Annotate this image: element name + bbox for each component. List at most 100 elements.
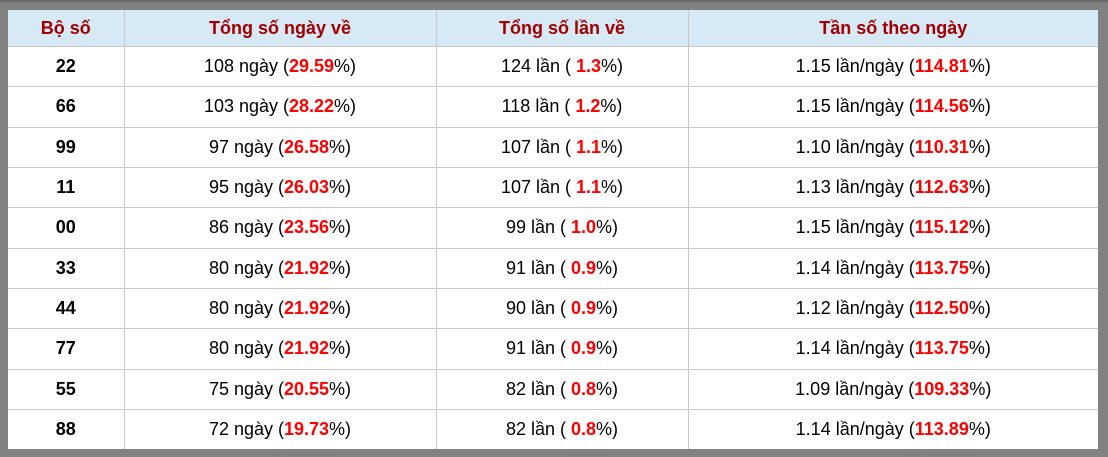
cell-text: 1.14 lần/ngày ( xyxy=(795,338,915,359)
cell-frequency: 1.15 lần/ngày (115.12%) xyxy=(687,207,1098,249)
cell-text: 22 xyxy=(55,56,76,77)
cell-days: 108 ngày (29.59%) xyxy=(123,45,437,88)
percent-value: 113.89 xyxy=(914,418,969,439)
cell-text: %) xyxy=(329,298,352,319)
cell-text: 1.09 lần/ngày ( xyxy=(795,378,915,399)
percent-value: 21.92 xyxy=(284,257,330,278)
cell-text: 1.12 lần/ngày ( xyxy=(795,298,915,319)
percent-value: 112.63 xyxy=(914,177,969,198)
column-header-frequency: Tần số theo ngày xyxy=(687,10,1098,47)
cell-text: %) xyxy=(968,338,991,359)
percent-value: 115.12 xyxy=(914,217,969,238)
percent-value: 114.81 xyxy=(914,56,969,77)
cell-days: 75 ngày (20.55%) xyxy=(123,368,437,410)
cell-times: 91 lần ( 0.9%) xyxy=(435,247,689,289)
cell-frequency: 1.14 lần/ngày (113.89%) xyxy=(687,408,1098,449)
cell-frequency: 1.10 lần/ngày (110.31%) xyxy=(687,126,1098,168)
cell-days: 86 ngày (23.56%) xyxy=(123,207,437,249)
percent-value: 1.3 xyxy=(576,56,602,77)
cell-text: 00 xyxy=(55,217,76,238)
cell-text: 103 ngày ( xyxy=(203,96,289,117)
cell-text: %) xyxy=(596,418,619,439)
cell-text: 124 lần ( xyxy=(500,56,577,77)
cell-times: 118 lần ( 1.2%) xyxy=(435,86,689,128)
percent-value: 21.92 xyxy=(284,338,330,359)
percent-value: 1.1 xyxy=(576,177,602,198)
cell-text: %) xyxy=(601,56,624,77)
cell-text: 97 ngày ( xyxy=(208,136,284,157)
percent-value: 1.0 xyxy=(571,217,597,238)
cell-text: %) xyxy=(601,177,624,198)
cell-text: %) xyxy=(596,298,619,319)
cell-text: 86 ngày ( xyxy=(208,217,284,238)
cell-text: 75 ngày ( xyxy=(208,378,284,399)
cell-pair: 44 xyxy=(8,287,125,330)
table-row: 88 72 ngày (19.73%) 82 lần ( 0.8%) 1.14 lần… xyxy=(8,408,1098,449)
percent-value: 109.33 xyxy=(914,378,970,399)
percent-value: 0.8 xyxy=(571,418,597,439)
cell-text: 108 ngày ( xyxy=(203,56,289,77)
cell-times: 124 lần ( 1.3%) xyxy=(435,45,689,88)
table-row: 55 75 ngày (20.55%) 82 lần ( 0.8%) 1.09 lần… xyxy=(8,368,1098,410)
cell-times: 107 lần ( 1.1%) xyxy=(435,126,689,168)
cell-text: %) xyxy=(329,418,352,439)
percent-value: 1.1 xyxy=(576,136,602,157)
table-row: 33 80 ngày (21.92%) 91 lần ( 0.9%) 1.14 lần… xyxy=(8,247,1098,289)
cell-days: 80 ngày (21.92%) xyxy=(123,328,437,370)
cell-times: 107 lần ( 1.1%) xyxy=(435,166,689,209)
cell-text: 80 ngày ( xyxy=(208,298,284,319)
cell-text: %) xyxy=(329,136,352,157)
percent-value: 26.58 xyxy=(284,136,330,157)
cell-pair: 99 xyxy=(8,126,125,168)
percent-value: 28.22 xyxy=(289,96,335,117)
percent-value: 20.55 xyxy=(284,378,330,399)
cell-text: 90 lần ( xyxy=(505,298,571,319)
cell-text: %) xyxy=(968,177,991,198)
cell-text: 95 ngày ( xyxy=(208,177,284,198)
table-row: 44 80 ngày (21.92%) 90 lần ( 0.9%) 1.12 lần… xyxy=(8,287,1098,330)
percent-value: 0.8 xyxy=(571,378,597,399)
cell-times: 91 lần ( 0.9%) xyxy=(435,328,689,370)
cell-times: 99 lần ( 1.0%) xyxy=(435,207,689,249)
cell-pair: 11 xyxy=(8,166,125,209)
cell-text: %) xyxy=(596,338,619,359)
cell-text: 107 lần ( xyxy=(500,136,577,157)
cell-text: %) xyxy=(968,257,991,278)
percent-value: 19.73 xyxy=(284,418,330,439)
cell-frequency: 1.13 lần/ngày (112.63%) xyxy=(687,166,1098,209)
percent-value: 112.50 xyxy=(914,298,969,319)
percent-value: 110.31 xyxy=(914,136,969,157)
percent-value: 0.9 xyxy=(571,338,597,359)
cell-text: 1.15 lần/ngày ( xyxy=(795,96,915,117)
cell-text: 55 xyxy=(55,378,76,399)
cell-pair: 77 xyxy=(8,328,125,370)
table-row: 77 80 ngày (21.92%) 91 lần ( 0.9%) 1.14 lần… xyxy=(8,328,1098,370)
cell-text: %) xyxy=(969,378,992,399)
cell-text: %) xyxy=(968,96,991,117)
cell-text: %) xyxy=(329,177,352,198)
table-row: 00 86 ngày (23.56%) 99 lần ( 1.0%) 1.15 lần… xyxy=(8,207,1098,249)
percent-value: 26.03 xyxy=(284,177,330,198)
percent-value: 0.9 xyxy=(571,298,597,319)
percent-value: 29.59 xyxy=(289,56,335,77)
cell-pair: 33 xyxy=(8,247,125,289)
cell-text: 33 xyxy=(55,257,76,278)
cell-text: 66 xyxy=(55,96,76,117)
cell-days: 80 ngày (21.92%) xyxy=(123,287,437,330)
cell-text: %) xyxy=(329,257,352,278)
cell-pair: 66 xyxy=(8,86,125,128)
cell-times: 90 lần ( 0.9%) xyxy=(435,287,689,330)
cell-pair: 55 xyxy=(8,368,125,410)
cell-pair: 88 xyxy=(8,408,125,449)
percent-value: 0.9 xyxy=(571,257,597,278)
cell-text: %) xyxy=(596,257,619,278)
cell-text: 82 lần ( xyxy=(505,378,571,399)
column-header-pair: Bộ số xyxy=(8,10,125,47)
cell-text: 99 lần ( xyxy=(505,217,571,238)
cell-text: %) xyxy=(329,338,352,359)
cell-text: %) xyxy=(601,136,624,157)
cell-frequency: 1.15 lần/ngày (114.81%) xyxy=(687,45,1098,88)
cell-text: 11 xyxy=(56,177,76,198)
cell-text: 107 lần ( xyxy=(500,177,577,198)
cell-days: 103 ngày (28.22%) xyxy=(123,86,437,128)
